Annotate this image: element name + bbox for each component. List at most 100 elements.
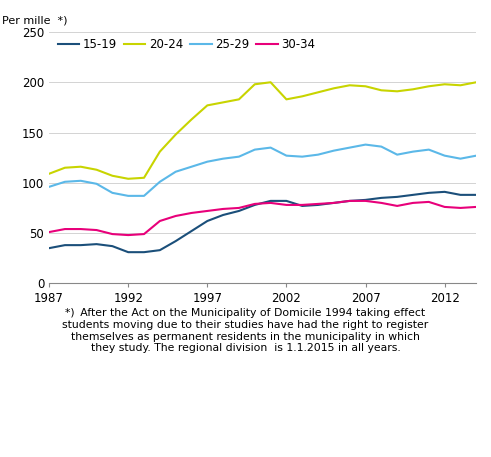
30-34 [94, 227, 100, 233]
25-29 [473, 153, 479, 159]
15-19 [442, 189, 448, 195]
20-24 [252, 81, 258, 87]
30-34 [442, 204, 448, 210]
15-19 [315, 202, 321, 207]
30-34 [268, 200, 273, 206]
Line: 15-19: 15-19 [49, 192, 476, 252]
20-24 [442, 81, 448, 87]
20-24 [46, 171, 52, 176]
Line: 20-24: 20-24 [49, 82, 476, 179]
20-24 [94, 167, 100, 172]
25-29 [157, 179, 163, 185]
20-24 [141, 175, 147, 181]
25-29 [300, 154, 305, 159]
15-19 [141, 250, 147, 255]
30-34 [125, 232, 131, 238]
15-19 [347, 198, 353, 204]
20-24 [362, 84, 368, 89]
20-24 [300, 94, 305, 99]
30-34 [394, 203, 400, 209]
25-29 [458, 156, 464, 161]
15-19 [173, 239, 179, 244]
30-34 [189, 210, 194, 216]
25-29 [109, 190, 115, 196]
30-34 [379, 200, 384, 206]
15-19 [189, 228, 194, 234]
15-19 [78, 242, 83, 248]
20-24 [189, 117, 194, 122]
15-19 [283, 198, 289, 204]
20-24 [204, 103, 210, 108]
25-29 [394, 152, 400, 157]
30-34 [109, 231, 115, 237]
30-34 [315, 201, 321, 207]
30-34 [204, 208, 210, 214]
25-29 [347, 145, 353, 150]
20-24 [125, 176, 131, 181]
15-19 [46, 245, 52, 251]
20-24 [173, 132, 179, 137]
15-19 [62, 242, 68, 248]
20-24 [410, 86, 416, 92]
30-34 [410, 200, 416, 206]
15-19 [252, 202, 258, 207]
30-34 [78, 226, 83, 232]
15-19 [410, 192, 416, 197]
30-34 [236, 205, 242, 211]
15-19 [125, 250, 131, 255]
Line: 30-34: 30-34 [49, 201, 476, 235]
30-34 [300, 202, 305, 207]
15-19 [236, 208, 242, 214]
20-24 [268, 80, 273, 85]
25-29 [252, 147, 258, 152]
30-34 [331, 200, 337, 206]
25-29 [426, 147, 432, 152]
25-29 [362, 142, 368, 147]
25-29 [141, 193, 147, 199]
Legend: 15-19, 20-24, 25-29, 30-34: 15-19, 20-24, 25-29, 30-34 [54, 33, 320, 56]
20-24 [458, 83, 464, 88]
15-19 [331, 200, 337, 206]
30-34 [362, 198, 368, 204]
20-24 [331, 85, 337, 91]
25-29 [125, 193, 131, 199]
20-24 [62, 165, 68, 170]
15-19 [94, 241, 100, 247]
25-29 [410, 149, 416, 154]
15-19 [300, 203, 305, 209]
25-29 [204, 159, 210, 165]
30-34 [426, 199, 432, 205]
15-19 [379, 195, 384, 201]
Line: 25-29: 25-29 [49, 144, 476, 196]
25-29 [283, 153, 289, 159]
25-29 [315, 152, 321, 157]
25-29 [62, 179, 68, 185]
30-34 [347, 198, 353, 204]
15-19 [220, 212, 226, 218]
20-24 [426, 84, 432, 89]
15-19 [426, 190, 432, 196]
30-34 [283, 202, 289, 207]
20-24 [315, 90, 321, 95]
20-24 [394, 89, 400, 94]
20-24 [109, 173, 115, 179]
25-29 [94, 181, 100, 186]
15-19 [362, 197, 368, 202]
20-24 [78, 164, 83, 170]
20-24 [379, 88, 384, 93]
25-29 [268, 145, 273, 150]
30-34 [173, 213, 179, 219]
20-24 [220, 100, 226, 105]
Text: Per mille  *): Per mille *) [2, 15, 68, 25]
25-29 [220, 156, 226, 161]
20-24 [283, 96, 289, 102]
25-29 [379, 144, 384, 149]
25-29 [173, 169, 179, 175]
30-34 [458, 205, 464, 211]
20-24 [347, 83, 353, 88]
25-29 [236, 154, 242, 159]
30-34 [157, 218, 163, 224]
30-34 [141, 231, 147, 237]
15-19 [204, 218, 210, 224]
25-29 [78, 178, 83, 184]
